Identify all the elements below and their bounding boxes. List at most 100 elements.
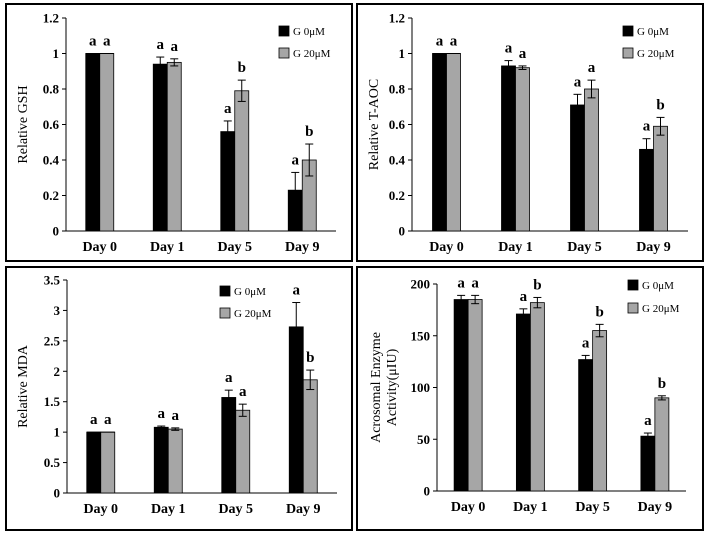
y-tick-label: 1 bbox=[53, 46, 60, 61]
bar-g20 bbox=[654, 397, 670, 492]
x-tick-label: Day 9 bbox=[636, 240, 671, 255]
y-axis-title: Relative T-AOC bbox=[367, 79, 382, 170]
significance-label: a bbox=[158, 406, 166, 422]
x-tick-label: Day 5 bbox=[217, 240, 252, 255]
y-tick-label: 0 bbox=[399, 224, 406, 239]
bar-g20 bbox=[302, 379, 318, 494]
y-tick-label: 200 bbox=[411, 277, 431, 292]
legend-swatch bbox=[219, 307, 231, 319]
bar-g0 bbox=[288, 326, 304, 494]
significance-label: b bbox=[238, 60, 246, 76]
bar-g20 bbox=[592, 330, 608, 492]
significance-label: a bbox=[505, 41, 513, 57]
bar-g0 bbox=[221, 397, 237, 494]
x-tick-label: Day 5 bbox=[567, 240, 602, 255]
y-tick-label: 50 bbox=[417, 432, 430, 447]
significance-label: a bbox=[520, 289, 528, 305]
legend-swatch bbox=[278, 47, 290, 59]
significance-label: a bbox=[457, 275, 465, 291]
x-tick-label: Day 9 bbox=[285, 240, 320, 255]
bar-g0 bbox=[152, 63, 168, 232]
y-tick-label: 0 bbox=[53, 224, 60, 239]
x-tick-label: Day 9 bbox=[638, 500, 673, 515]
bar-g20 bbox=[515, 67, 530, 232]
significance-label: a bbox=[172, 408, 180, 424]
x-tick-label: Day 1 bbox=[150, 240, 185, 255]
significance-label: a bbox=[293, 283, 301, 299]
y-axis-title: Relative GSH bbox=[16, 85, 31, 163]
y-tick-label: 0.6 bbox=[43, 117, 60, 132]
bar-g0 bbox=[432, 53, 447, 232]
significance-label: a bbox=[103, 34, 111, 50]
significance-label: a bbox=[519, 46, 527, 62]
chart-panel-taoc: 0 0.2 0.4 0.6 0.8 1 1.2 Relative T-AOC Day 0 a a Da… bbox=[356, 3, 704, 262]
significance-label: a bbox=[292, 152, 300, 168]
x-tick-label: Day 0 bbox=[429, 240, 464, 255]
bar-g0 bbox=[153, 426, 169, 494]
significance-label: a bbox=[450, 34, 458, 50]
legend-label: G 20μM bbox=[234, 308, 272, 320]
y-tick-label: 0 bbox=[54, 486, 61, 501]
legend-label: G 0μM bbox=[642, 280, 674, 292]
legend-label: G 20μM bbox=[637, 48, 675, 60]
y-tick-label: 0.6 bbox=[389, 117, 406, 132]
x-tick-label: Day 9 bbox=[286, 502, 321, 517]
significance-label: a bbox=[574, 74, 582, 90]
bar-g20 bbox=[167, 428, 183, 494]
legend-swatch bbox=[627, 279, 639, 291]
significance-label: a bbox=[436, 34, 444, 50]
bar-g20 bbox=[99, 53, 115, 232]
significance-label: a bbox=[588, 60, 596, 76]
y-axis-title-line: Activity(μIU) bbox=[385, 348, 400, 426]
significance-label: a bbox=[471, 275, 479, 291]
legend-label: G 20μM bbox=[293, 48, 331, 60]
chart-panel-acrosomal: 0 50 100 150 200 Acrosomal EnzymeActivity(μIU… bbox=[356, 266, 704, 531]
y-tick-label: 0.2 bbox=[43, 188, 59, 203]
bar-g0 bbox=[515, 313, 531, 492]
x-tick-label: Day 5 bbox=[575, 500, 610, 515]
y-tick-label: 2 bbox=[54, 364, 61, 379]
legend-label: G 0μM bbox=[293, 26, 325, 38]
x-tick-label: Day 1 bbox=[513, 500, 548, 515]
legend-swatch bbox=[627, 302, 639, 314]
bar-g0 bbox=[639, 148, 654, 232]
bar-g0 bbox=[453, 299, 469, 492]
y-tick-label: 0.4 bbox=[389, 153, 406, 168]
bar-g0 bbox=[85, 53, 101, 232]
bar-g20 bbox=[467, 299, 483, 492]
significance-label: a bbox=[582, 335, 590, 351]
significance-label: b bbox=[656, 97, 664, 113]
legend-swatch bbox=[622, 25, 634, 37]
significance-label: b bbox=[658, 376, 666, 392]
chart-panel-gsh: 0 0.2 0.4 0.6 0.8 1 1.2 Relative GSH Day 0 a a Day … bbox=[5, 3, 353, 262]
y-tick-label: 0 bbox=[424, 484, 431, 499]
bar-g0 bbox=[640, 435, 656, 492]
y-tick-label: 1.2 bbox=[389, 11, 405, 26]
bar-g20 bbox=[584, 88, 599, 232]
significance-label: a bbox=[104, 412, 112, 428]
bar-g0 bbox=[501, 65, 516, 232]
y-axis-title: Relative MDA bbox=[16, 344, 31, 428]
y-tick-label: 0.8 bbox=[389, 82, 406, 97]
y-tick-label: 0.4 bbox=[43, 153, 60, 168]
legend-swatch bbox=[219, 285, 231, 297]
y-axis-title: Acrosomal EnzymeActivity(μIU) bbox=[369, 332, 400, 443]
legend-swatch bbox=[622, 47, 634, 59]
y-tick-label: 1.2 bbox=[43, 11, 59, 26]
x-tick-label: Day 1 bbox=[498, 240, 533, 255]
significance-label: a bbox=[644, 413, 652, 429]
significance-label: a bbox=[643, 119, 651, 135]
y-tick-label: 1 bbox=[399, 46, 406, 61]
significance-label: b bbox=[306, 350, 314, 366]
y-tick-label: 100 bbox=[411, 380, 431, 395]
legend-label: G 0μM bbox=[234, 286, 266, 298]
significance-label: a bbox=[239, 384, 247, 400]
significance-label: b bbox=[533, 277, 541, 293]
legend-label: G 0μM bbox=[637, 26, 669, 38]
significance-label: b bbox=[595, 304, 603, 320]
x-tick-label: Day 0 bbox=[82, 240, 117, 255]
chart-svg: 0 50 100 150 200 Acrosomal EnzymeActivity(μIU… bbox=[369, 275, 686, 515]
